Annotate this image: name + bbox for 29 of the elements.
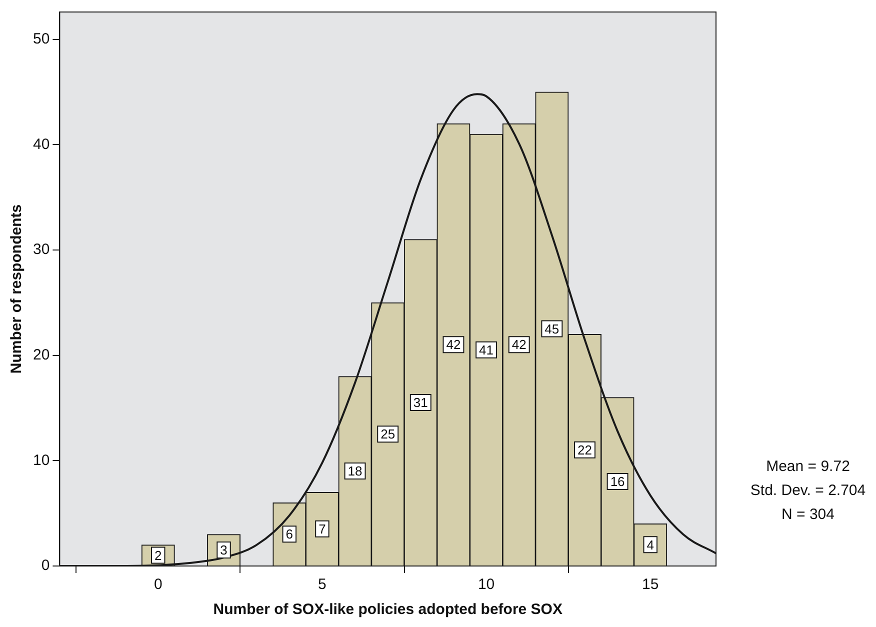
x-tick-label: 15 — [642, 576, 659, 594]
data-label: 4 — [646, 537, 654, 552]
text: Std. Dev. = 2.704 — [749, 481, 867, 501]
data-label: 42 — [446, 337, 461, 352]
y-tick-label: 10 — [32, 452, 50, 469]
data-label: 6 — [286, 526, 294, 542]
y-tick-label: 40 — [32, 136, 50, 153]
text: N = 304 — [780, 505, 836, 525]
data-label: 42 — [512, 337, 526, 352]
data-label: 45 — [544, 321, 560, 336]
x-tick-label: 5 — [318, 576, 326, 594]
y-tick-label: 50 — [32, 30, 50, 48]
data-label: 7 — [318, 521, 326, 536]
data-label: 41 — [479, 342, 494, 358]
text: Mean = 9.72 — [765, 457, 851, 477]
x-tick-label: 10 — [478, 576, 495, 594]
y-tick-label: 0 — [41, 557, 50, 574]
data-label: 16 — [610, 474, 625, 490]
y-tick-label: 30 — [32, 241, 50, 258]
data-label: 18 — [348, 464, 362, 479]
data-label: 22 — [578, 442, 592, 458]
y-axis-title: Number of respondents — [8, 204, 26, 374]
y-tick-label: 20 — [32, 346, 50, 364]
data-label: 25 — [380, 426, 396, 442]
data-label: 2 — [154, 548, 162, 563]
data-label: 31 — [413, 395, 428, 410]
x-axis-title: Number of SOX-like policies adopted before SOX — [213, 601, 562, 618]
data-label: 3 — [220, 542, 228, 558]
x-tick-label: 0 — [154, 576, 162, 594]
